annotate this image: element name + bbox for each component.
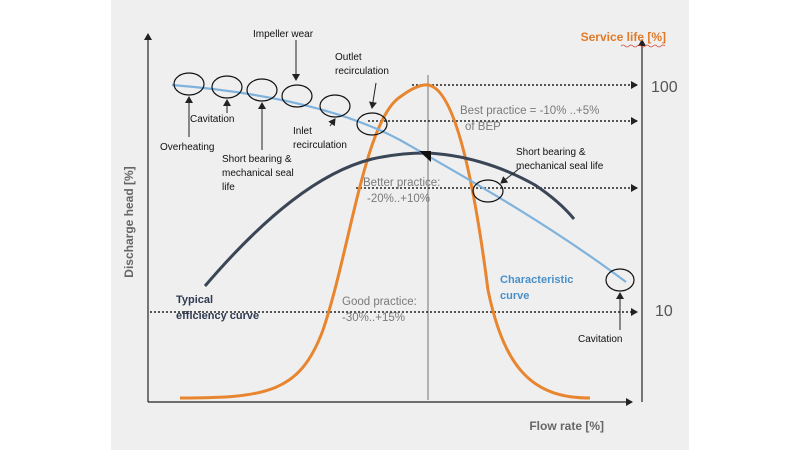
short-bearing-circle xyxy=(246,78,278,102)
failure-point-circles xyxy=(173,72,635,292)
inlet-recirculation-circle xyxy=(319,94,351,118)
best-practice-label-2: of BEP xyxy=(465,121,501,133)
efficiency-curve-label-2: efficiency curve xyxy=(176,310,259,322)
inlet-recirculation-label: Inlet xyxy=(293,126,312,137)
short-bearing-right-label: Short bearing & xyxy=(516,147,586,158)
service-life-axis-label: Service life [%] xyxy=(581,30,666,44)
outlet-recirculation-label: Outlet xyxy=(335,52,362,63)
short-bearing-left-label: Short bearing & xyxy=(222,154,292,165)
characteristic-curve-label: Characteristic xyxy=(500,274,573,286)
good-practice-label: Good practice: xyxy=(342,296,417,308)
outlet-recirculation-circle xyxy=(356,112,388,136)
cavitation-right-label: Cavitation xyxy=(578,334,622,345)
outlet-recirculation-label-2: recirculation xyxy=(335,66,389,77)
short-bearing-left-label-3: life xyxy=(222,182,235,193)
inlet-recirculation-label-2: recirculation xyxy=(293,140,347,151)
service-life-squiggle xyxy=(620,44,666,48)
bep-marker xyxy=(419,151,431,162)
overheating-circle xyxy=(173,72,205,96)
better-practice-label: Better practice: xyxy=(363,177,440,189)
cavitation-right-circle xyxy=(605,268,635,292)
short-bearing-left-label-2: mechanical seal xyxy=(222,168,294,179)
good-practice-label-2: -30%..+15% xyxy=(342,312,405,324)
cavitation-circle xyxy=(211,75,243,99)
service-life-curve xyxy=(179,83,591,400)
characteristic-curve-label-2: curve xyxy=(500,290,529,302)
annotation-arrows xyxy=(185,40,624,330)
y-axis-label: Discharge head [%] xyxy=(122,166,136,277)
efficiency-curve xyxy=(203,151,576,287)
short-bearing-right-circle xyxy=(472,179,504,203)
best-practice-label: Best practice = -10% ..+5% xyxy=(460,105,599,117)
impeller-wear-label: Impeller wear xyxy=(253,29,314,40)
right-tick-100: 100 xyxy=(651,79,678,96)
better-practice-label-2: -20%..+10% xyxy=(367,193,430,205)
right-tick-10: 10 xyxy=(655,303,673,320)
impeller-wear-circle xyxy=(281,84,313,108)
slide-panel xyxy=(111,0,689,450)
efficiency-curve-label: Typical xyxy=(176,294,213,306)
x-axis-label: Flow rate [%] xyxy=(529,419,604,433)
overheating-label: Overheating xyxy=(160,142,214,153)
short-bearing-right-label-2: mechanical seal life xyxy=(516,161,604,172)
characteristic-curve xyxy=(171,83,627,283)
cavitation-left-label: Cavitation xyxy=(190,114,234,125)
